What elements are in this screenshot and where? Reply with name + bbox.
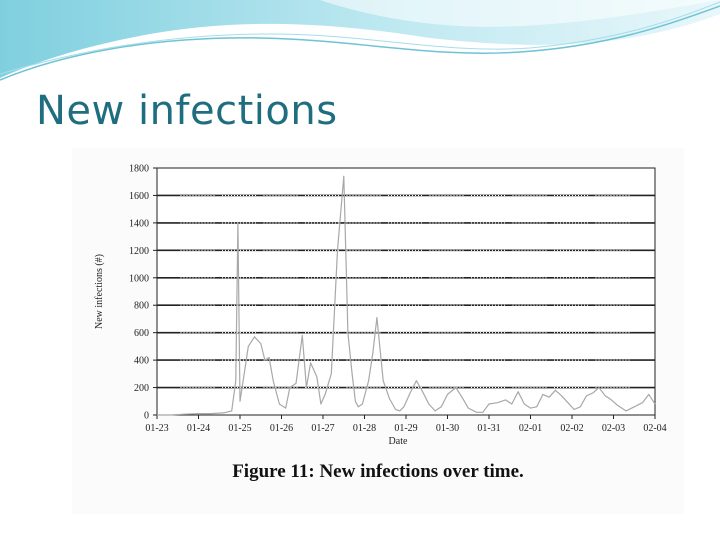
x-tick-label: 01-29 (394, 423, 417, 434)
x-tick-label: 01-24 (187, 423, 210, 434)
x-tick-label: 01-31 (477, 423, 500, 434)
y-tick-label: 1200 (129, 246, 149, 257)
x-tick-label: 01-26 (270, 423, 293, 434)
y-tick-label: 400 (134, 356, 149, 367)
line-chart: 0 200 400 600 800 1000 1200 1400 1600 1800 01-23 01… (94, 164, 667, 448)
series-line (157, 175, 656, 416)
y-tick-label: 800 (134, 301, 149, 312)
y-tick-label: 1600 (129, 191, 149, 202)
y-tick-label: 0 (144, 411, 149, 422)
x-tick-label: 01-25 (228, 423, 251, 434)
header-wave-decoration (0, 0, 720, 81)
figure-caption: Figure 11: New infections over time. (232, 461, 524, 482)
y-tick-label: 200 (134, 383, 149, 394)
x-tick-label: 02-04 (643, 423, 666, 434)
x-tick-label: 01-30 (436, 423, 459, 434)
x-tick-label: 02-02 (560, 423, 583, 434)
x-tick-label: 02-01 (519, 423, 542, 434)
y-tick-label: 1400 (129, 218, 149, 229)
plot-frame (156, 167, 656, 416)
x-tick-label: 01-28 (353, 423, 376, 434)
figure: 0 200 400 600 800 1000 1200 1400 1600 1800 01-23 01… (72, 148, 684, 514)
y-tick-label: 600 (134, 328, 149, 339)
x-tick-label: 01-27 (311, 423, 334, 434)
x-tick-label: 02-03 (602, 423, 625, 434)
y-tick-label: 1800 (129, 164, 149, 175)
x-tick-label: 01-23 (145, 423, 168, 434)
y-tick-label: 1000 (129, 273, 149, 284)
y-axis-label: New infections (#) (94, 254, 105, 329)
x-axis-label: Date (389, 436, 408, 447)
slide-title: New infections (36, 88, 338, 134)
